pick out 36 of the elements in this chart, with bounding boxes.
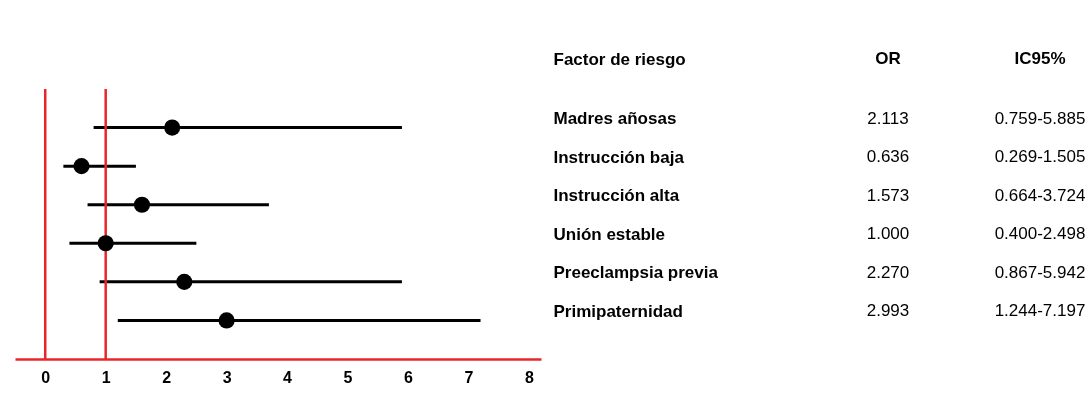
y-tick-label: Instrucción baja bbox=[553, 147, 685, 167]
text: IC95% bbox=[1014, 49, 1066, 68]
x-tick-label: 2 bbox=[162, 368, 172, 386]
point bbox=[133, 196, 151, 213]
text: 0.664-3.724 bbox=[994, 185, 1086, 205]
text: 1.244-7.197 bbox=[994, 301, 1086, 321]
text: 0.269-1.505 bbox=[994, 147, 1086, 167]
text: 2.993 bbox=[866, 301, 910, 321]
text: OR bbox=[875, 49, 901, 68]
x-tick-label: 4 bbox=[283, 368, 293, 386]
point bbox=[218, 312, 235, 329]
y-tick-label: Unión estable bbox=[553, 224, 665, 244]
y-tick-label: Primipaternidad bbox=[553, 301, 683, 321]
x-tick-label: 3 bbox=[222, 368, 232, 386]
text: 0.400-2.498 bbox=[994, 224, 1086, 244]
x-tick-label: 6 bbox=[404, 368, 414, 386]
text: 2.270 bbox=[866, 262, 910, 282]
point bbox=[73, 158, 90, 175]
x-tick-label: 1 bbox=[101, 368, 111, 386]
text: 0.867-5.942 bbox=[994, 262, 1086, 282]
text: 1.000 bbox=[866, 224, 910, 244]
x-tick-label: 0 bbox=[41, 368, 51, 386]
point bbox=[164, 119, 181, 136]
y-tick-label: Instrucción alta bbox=[553, 186, 680, 206]
text: 0.636 bbox=[866, 147, 910, 167]
text: 0.759-5.885 bbox=[994, 108, 1086, 128]
x-tick-label: 5 bbox=[343, 368, 353, 386]
y-tick-label: Madres añosas bbox=[553, 109, 677, 129]
x-tick-label: 7 bbox=[464, 368, 474, 386]
text: 2.113 bbox=[867, 108, 909, 128]
y-tick-label: Preeclampsia previa bbox=[553, 263, 719, 283]
text: 1.573 bbox=[866, 185, 910, 205]
y-axis-title: Factor de riesgo bbox=[553, 49, 686, 69]
x-tick-label: 8 bbox=[524, 368, 534, 386]
point bbox=[176, 273, 193, 290]
point bbox=[97, 235, 114, 252]
